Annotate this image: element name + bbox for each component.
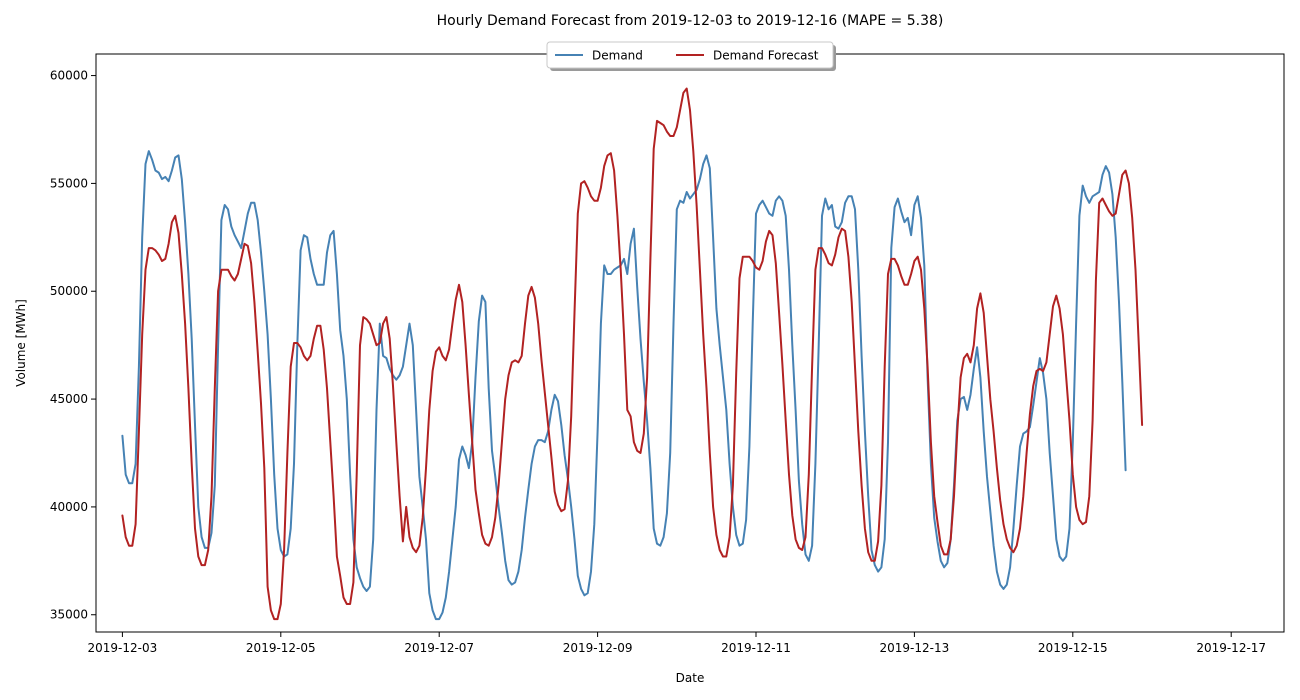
legend-label-demand: Demand [592, 49, 643, 63]
x-tick-label: 2019-12-05 [246, 641, 316, 655]
y-tick-label: 35000 [50, 608, 88, 622]
series-layer [121, 87, 1144, 621]
x-tick-label: 2019-12-11 [721, 641, 791, 655]
y-tick-label: 50000 [50, 284, 88, 298]
legend-label-demand-forecast: Demand Forecast [713, 49, 819, 63]
x-tick-label: 2019-12-15 [1038, 641, 1108, 655]
x-tick-label: 2019-12-07 [404, 641, 474, 655]
y-tick-label: 40000 [50, 500, 88, 514]
chart-title: Hourly Demand Forecast from 2019-12-03 t… [437, 13, 944, 29]
y-axis-label: Volume [MWh] [14, 299, 28, 387]
x-tick-label: 2019-12-03 [88, 641, 158, 655]
x-axis: 2019-12-03 2019-12-05 2019-12-07 2019-12-09… [88, 632, 1266, 655]
series-line-demand-forecast [121, 87, 1144, 621]
x-tick-label: 2019-12-13 [880, 641, 950, 655]
x-axis-label: Date [676, 671, 705, 685]
plot-area [95, 53, 1285, 633]
x-tick-label: 2019-12-09 [563, 641, 633, 655]
x-tick-label: 2019-12-17 [1196, 641, 1266, 655]
y-axis: 35000 40000 45000 50000 55000 60000 [50, 69, 96, 622]
y-tick-label: 60000 [50, 69, 88, 83]
legend: Demand Demand Forecast [546, 41, 836, 71]
y-tick-label: 55000 [50, 176, 88, 190]
y-tick-label: 45000 [50, 392, 88, 406]
